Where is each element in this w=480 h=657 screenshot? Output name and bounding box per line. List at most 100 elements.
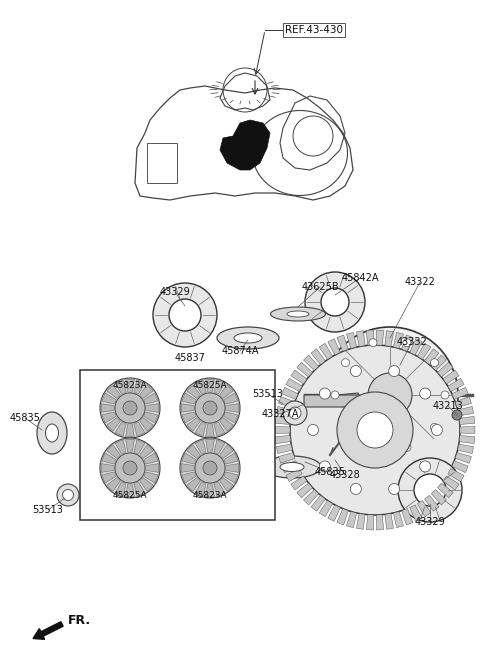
Polygon shape: [224, 393, 238, 404]
Polygon shape: [107, 478, 120, 491]
Polygon shape: [140, 445, 153, 459]
Polygon shape: [278, 453, 295, 463]
Polygon shape: [224, 453, 238, 464]
Circle shape: [115, 393, 145, 423]
Circle shape: [305, 272, 365, 332]
Polygon shape: [437, 362, 453, 377]
Circle shape: [180, 438, 240, 498]
Polygon shape: [418, 501, 431, 516]
FancyBboxPatch shape: [304, 395, 361, 407]
Polygon shape: [146, 464, 159, 472]
Polygon shape: [214, 440, 225, 454]
Text: 45835: 45835: [10, 413, 40, 423]
Polygon shape: [394, 332, 404, 348]
Circle shape: [341, 359, 349, 367]
Circle shape: [290, 345, 460, 515]
Circle shape: [357, 412, 393, 448]
Polygon shape: [102, 472, 116, 483]
Polygon shape: [144, 453, 158, 464]
Polygon shape: [107, 417, 120, 432]
Polygon shape: [107, 445, 120, 459]
Circle shape: [431, 359, 439, 367]
Polygon shape: [144, 393, 158, 404]
Polygon shape: [115, 380, 126, 394]
Polygon shape: [206, 379, 214, 392]
Circle shape: [319, 388, 330, 399]
Polygon shape: [226, 403, 239, 413]
Circle shape: [62, 489, 73, 501]
Polygon shape: [459, 436, 475, 443]
Ellipse shape: [271, 307, 325, 321]
Polygon shape: [134, 482, 145, 496]
Circle shape: [331, 391, 339, 399]
FancyArrow shape: [33, 622, 63, 639]
Polygon shape: [347, 512, 357, 528]
Ellipse shape: [217, 327, 279, 349]
Polygon shape: [226, 464, 239, 472]
Circle shape: [203, 461, 217, 475]
Polygon shape: [187, 478, 201, 491]
Circle shape: [420, 388, 431, 399]
Bar: [80, 370, 275, 520]
Polygon shape: [134, 422, 145, 436]
Polygon shape: [394, 512, 404, 528]
Circle shape: [368, 373, 412, 417]
Polygon shape: [311, 349, 325, 365]
Polygon shape: [311, 495, 325, 511]
Ellipse shape: [280, 463, 304, 472]
Polygon shape: [459, 417, 475, 424]
Text: 43322: 43322: [405, 277, 435, 287]
Circle shape: [203, 401, 217, 415]
Circle shape: [169, 299, 201, 331]
Polygon shape: [376, 514, 384, 530]
Polygon shape: [187, 384, 201, 399]
Circle shape: [420, 461, 431, 472]
Polygon shape: [187, 445, 201, 459]
Ellipse shape: [46, 424, 59, 442]
Circle shape: [341, 423, 349, 432]
Polygon shape: [291, 370, 307, 384]
Polygon shape: [347, 332, 357, 348]
Circle shape: [153, 283, 217, 347]
Polygon shape: [182, 472, 196, 483]
Circle shape: [100, 438, 160, 498]
Polygon shape: [319, 344, 333, 359]
Polygon shape: [337, 335, 348, 351]
Polygon shape: [376, 330, 384, 346]
Text: 45835: 45835: [314, 467, 346, 477]
Polygon shape: [437, 483, 453, 498]
Polygon shape: [101, 403, 114, 413]
Text: 43329: 43329: [415, 517, 445, 527]
Circle shape: [432, 424, 443, 436]
Circle shape: [180, 378, 240, 438]
Polygon shape: [275, 436, 291, 443]
Polygon shape: [102, 393, 116, 404]
Polygon shape: [303, 489, 319, 505]
Text: 45823A: 45823A: [192, 491, 228, 501]
Polygon shape: [140, 417, 153, 432]
Polygon shape: [214, 380, 225, 394]
Polygon shape: [366, 330, 374, 346]
Polygon shape: [448, 378, 464, 392]
Circle shape: [403, 339, 411, 347]
Polygon shape: [126, 424, 134, 437]
Text: 43213: 43213: [432, 401, 463, 411]
Polygon shape: [328, 505, 340, 521]
Polygon shape: [452, 461, 468, 472]
Polygon shape: [102, 453, 116, 464]
Polygon shape: [126, 379, 134, 392]
Circle shape: [123, 401, 137, 415]
Polygon shape: [286, 468, 302, 482]
Polygon shape: [278, 397, 295, 407]
Polygon shape: [432, 355, 446, 371]
Text: 43332: 43332: [396, 337, 427, 347]
Polygon shape: [220, 120, 270, 170]
Polygon shape: [182, 393, 196, 404]
Circle shape: [322, 327, 458, 463]
Polygon shape: [115, 440, 126, 454]
Polygon shape: [214, 422, 225, 436]
Polygon shape: [219, 384, 233, 399]
Polygon shape: [425, 349, 439, 365]
Polygon shape: [457, 407, 474, 416]
Circle shape: [195, 453, 225, 483]
